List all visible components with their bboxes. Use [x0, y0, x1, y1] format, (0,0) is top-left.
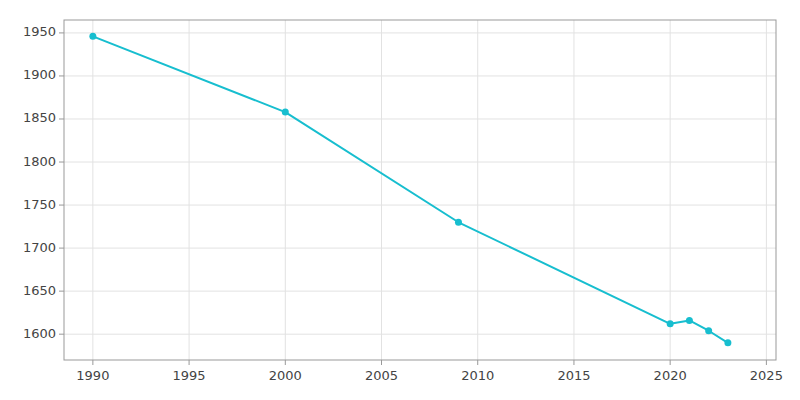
data-point	[667, 320, 674, 327]
data-point	[724, 339, 731, 346]
x-tick	[189, 360, 190, 365]
chart-container: 1600 1650 1700 1750 1800 1850 1900 1950 1990 1995…	[0, 0, 800, 400]
y-grid-line	[64, 75, 776, 76]
x-tick	[573, 360, 574, 365]
grid	[64, 20, 776, 360]
x-grid-line	[670, 20, 671, 360]
x-grid-line	[285, 20, 286, 360]
data-layer	[89, 33, 731, 346]
y-tick-label: 1600	[23, 326, 56, 341]
y-tick	[59, 118, 64, 119]
y-grid-line	[64, 162, 776, 163]
data-point	[89, 33, 96, 40]
chart-svg: 1600 1650 1700 1750 1800 1850 1900 1950 1990 1995…	[0, 0, 800, 400]
data-line	[93, 36, 728, 342]
x-grid-line	[766, 20, 767, 360]
y-tick	[59, 32, 64, 33]
x-tick-label: 1995	[173, 368, 206, 383]
x-tick	[477, 360, 478, 365]
x-grid-line	[189, 20, 190, 360]
x-grid-line	[381, 20, 382, 360]
x-tick-label: 2020	[654, 368, 687, 383]
plot-frame	[64, 20, 776, 360]
y-grid-line	[64, 118, 776, 119]
x-grid-line	[92, 20, 93, 360]
y-tick	[59, 162, 64, 163]
y-tick-label: 1900	[23, 67, 56, 82]
y-tick-label: 1950	[23, 24, 56, 39]
axes: 1600 1650 1700 1750 1800 1850 1900 1950 1990 1995…	[23, 24, 783, 383]
data-point	[455, 219, 462, 226]
x-tick-label: 2015	[557, 368, 590, 383]
y-tick-label: 1800	[23, 154, 56, 169]
y-tick	[59, 205, 64, 206]
data-point	[686, 317, 693, 324]
x-grid-line	[477, 20, 478, 360]
x-tick	[670, 360, 671, 365]
y-tick	[59, 75, 64, 76]
x-tick-label: 2000	[269, 368, 302, 383]
x-tick-label: 1990	[76, 368, 109, 383]
y-grid-line	[64, 32, 776, 33]
x-tick-label: 2010	[461, 368, 494, 383]
y-grid-line	[64, 291, 776, 292]
y-tick-label: 1750	[23, 197, 56, 212]
y-tick	[59, 248, 64, 249]
y-tick-label: 1700	[23, 240, 56, 255]
x-tick-label: 2025	[750, 368, 783, 383]
x-tick	[285, 360, 286, 365]
y-tick-label: 1650	[23, 283, 56, 298]
x-tick-label: 2005	[365, 368, 398, 383]
y-grid-line	[64, 205, 776, 206]
x-tick	[381, 360, 382, 365]
data-point	[282, 109, 289, 116]
x-grid-line	[573, 20, 574, 360]
y-grid-line	[64, 248, 776, 249]
y-tick	[59, 291, 64, 292]
y-tick-label: 1850	[23, 110, 56, 125]
x-tick	[766, 360, 767, 365]
y-grid-line	[64, 334, 776, 335]
data-point	[705, 327, 712, 334]
x-tick	[92, 360, 93, 365]
y-tick	[59, 334, 64, 335]
